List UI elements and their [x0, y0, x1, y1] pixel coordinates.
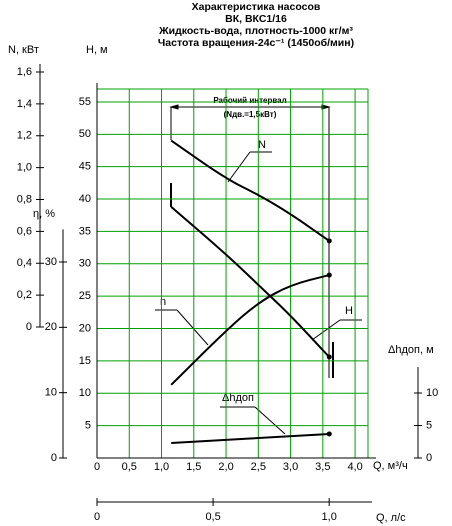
curve-label: H [345, 305, 353, 317]
title-line: ВК, ВКС1/16 [225, 13, 287, 25]
eta-tick-label: 10 [45, 387, 57, 399]
eta-tick-label: 30 [45, 256, 57, 268]
n-tick-label: 0,6 [17, 225, 32, 237]
end-point [326, 431, 332, 437]
interval-note: (Nдв.=1,5кВт) [224, 110, 277, 119]
curve [170, 139, 330, 242]
x-tick-label: 0,5 [122, 461, 137, 473]
y2-axis-label: Δhдоп, м [388, 344, 434, 356]
x-tick-label: 3,0 [283, 461, 298, 473]
annotations [155, 104, 362, 435]
y-tick-label: 25 [79, 290, 91, 302]
n-tick-label: 0,2 [17, 289, 32, 301]
x-axis-label: Q, м³/ч [373, 460, 408, 472]
x-tick-label: 0 [94, 461, 100, 473]
title-line: Жидкость-вода, плотность-1000 кг/м³ [158, 25, 353, 37]
curve-label: n [160, 296, 166, 308]
y-tick-label: 30 [79, 258, 91, 270]
x2-tick-label: 0 [94, 511, 100, 523]
n-tick-label: 1,2 [17, 130, 32, 142]
curve [170, 274, 330, 386]
y-tick-label: 45 [79, 161, 91, 173]
y-tick-label: 15 [79, 355, 91, 367]
y-tick-label: 50 [79, 128, 91, 140]
n-tick-label: 1,4 [17, 98, 32, 110]
curve [170, 206, 331, 358]
x-tick-label: 1,0 [154, 461, 169, 473]
x2-tick-label: 0,5 [205, 511, 220, 523]
x2-axis-label: Q, л/с [376, 512, 406, 524]
n-tick-label: 1,6 [17, 66, 32, 78]
n-tick-label: 0 [26, 321, 32, 333]
y-tick-label: 35 [79, 225, 91, 237]
y-axis-label: H, м [86, 44, 108, 56]
y-tick-label: 40 [79, 193, 91, 205]
end-point [326, 238, 332, 244]
curve-label: Δhдоп [222, 392, 254, 404]
y-tick-label: 55 [79, 96, 91, 108]
y-tick-label: 10 [79, 387, 91, 399]
curve [171, 432, 330, 445]
title-line: Характеристика насосов [192, 1, 321, 13]
y2-tick-label: 5 [426, 419, 432, 431]
x-tick-label: 4,0 [347, 461, 362, 473]
x-tick-label: 1,5 [186, 461, 201, 473]
curve-label: N [258, 139, 266, 151]
eta-axis-label: η, % [33, 208, 55, 220]
y-tick-label: 20 [79, 322, 91, 334]
y2-tick-label: 0 [426, 452, 432, 464]
eta-tick-label: 20 [45, 321, 57, 333]
end-point [326, 272, 332, 278]
x-tick-label: 2,5 [251, 461, 266, 473]
n-tick-label: 1,0 [17, 162, 32, 174]
end-point [326, 354, 332, 360]
interval-label: Рабочий интервал [213, 96, 286, 105]
eta-tick-label: 0 [51, 452, 57, 464]
x2-tick-label: 1,0 [322, 511, 337, 523]
x-tick-label: 3,5 [315, 461, 330, 473]
n-axis-label: N, кВт [8, 44, 39, 56]
n-tick-label: 0,4 [17, 257, 32, 269]
y-tick-label: 5 [85, 420, 91, 432]
x-tick-label: 2,0 [218, 461, 233, 473]
n-tick-label: 0,8 [17, 193, 32, 205]
title-line: Частота вращения-24с⁻¹ (1450об/мин) [158, 37, 354, 49]
y2-tick-label: 10 [426, 387, 438, 399]
